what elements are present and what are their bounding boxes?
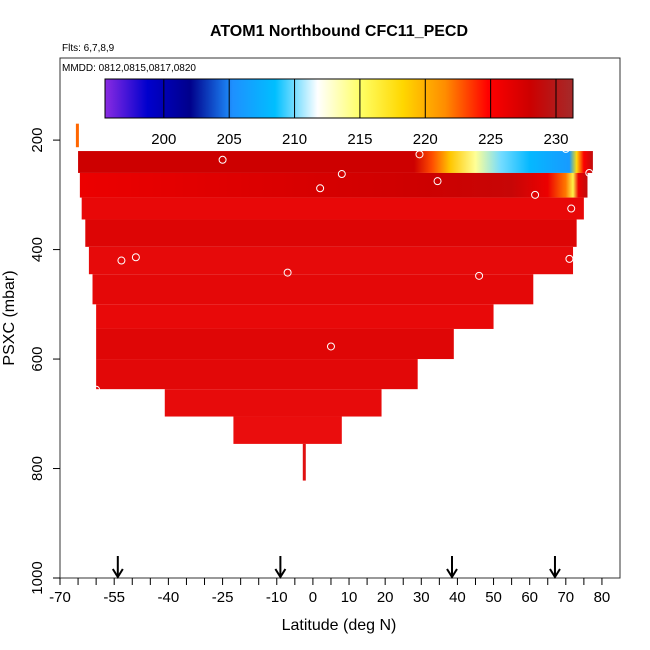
chart-title: ATOM1 Northbound CFC11_PECD — [210, 23, 468, 40]
x-tick-label: -55 — [103, 589, 125, 606]
x-tick-label: -25 — [212, 589, 234, 606]
flights-subtitle: Flts: 6,7,8,9 — [62, 43, 115, 54]
x-tick-label: 70 — [557, 589, 574, 606]
data-layer — [96, 359, 418, 390]
y-axis-label: PSXC (mbar) — [1, 270, 18, 365]
data-layer — [78, 151, 593, 173]
x-tick-label: 30 — [413, 589, 430, 606]
data-layer — [96, 304, 494, 329]
dates-subtitle: MMDD: 0812,0815,0817,0820 — [62, 63, 196, 74]
plot-frame — [59, 57, 621, 579]
sample-marker — [531, 190, 540, 199]
sample-marker — [561, 144, 570, 153]
x-tick-label: 10 — [341, 589, 358, 606]
sample-marker — [415, 150, 424, 159]
data-layer — [81, 197, 584, 220]
sample-marker — [567, 204, 576, 213]
x-tick-label: -10 — [266, 589, 288, 606]
colorbar-tick-label: 200 — [151, 131, 176, 148]
data-layers — [75, 123, 593, 481]
data-layer — [92, 274, 534, 305]
isolated-sample-bottom — [302, 443, 306, 481]
colorbar-tick-label: 205 — [217, 131, 242, 148]
sample-marker — [283, 268, 292, 277]
colorbar-tick-label: 210 — [282, 131, 307, 148]
x-tick-label: 80 — [594, 589, 611, 606]
isolated-sample-top — [75, 123, 79, 148]
x-tick-label: -70 — [49, 589, 71, 606]
y-tick-label: 400 — [29, 237, 46, 262]
y-tick-label: 600 — [29, 347, 46, 372]
y-tick-label: 800 — [29, 456, 46, 481]
sample-marker — [475, 271, 484, 280]
colorbar-tick-label: 215 — [347, 131, 372, 148]
x-tick-label: 40 — [449, 589, 466, 606]
x-axis: -70 -55 -40 -25 -10 0 10 20 30 40 50 60 70 80 — [49, 578, 610, 606]
data-layer — [88, 246, 574, 275]
sample-marker — [433, 177, 442, 186]
x-axis-label: Latitude (deg N) — [282, 617, 397, 634]
colorbar-tick-label: 220 — [413, 131, 438, 148]
x-tick-label: 60 — [521, 589, 538, 606]
y-axis: 200 400 600 800 1000 — [29, 128, 60, 595]
data-layer — [233, 416, 342, 444]
sample-marker — [565, 254, 574, 263]
sample-marker — [337, 170, 346, 179]
x-tick-label: 0 — [309, 589, 317, 606]
down-arrow-icon — [549, 556, 561, 579]
sample-marker — [218, 155, 227, 164]
colorbar-tick-label: 225 — [478, 131, 503, 148]
y-tick-label: 200 — [29, 128, 46, 153]
data-layer — [85, 219, 577, 247]
x-tick-label: -40 — [158, 589, 180, 606]
sample-marker — [131, 253, 140, 262]
down-arrow-icon — [111, 556, 124, 579]
sample-marker — [92, 385, 101, 394]
x-tick-label: 50 — [485, 589, 502, 606]
sample-marker — [316, 184, 325, 193]
down-arrow-icon — [446, 556, 458, 579]
colorbar: 200 205 210 215 220 225 230 — [104, 78, 574, 148]
colorbar-ticks: 200 205 210 215 220 225 230 — [151, 79, 569, 148]
sample-marker — [117, 256, 126, 265]
down-arrow-icon — [274, 556, 287, 579]
colorbar-bar — [104, 78, 574, 119]
data-markers — [92, 144, 594, 394]
colorbar-tick-label: 230 — [543, 131, 568, 148]
latitude-arrows — [111, 556, 561, 579]
data-layer — [96, 328, 454, 360]
data-layer — [164, 389, 382, 417]
y-tick-label: 1000 — [29, 561, 46, 594]
sample-marker — [585, 168, 594, 177]
x-tick-label: 20 — [377, 589, 394, 606]
data-layer — [79, 172, 588, 198]
sample-marker — [326, 342, 335, 351]
